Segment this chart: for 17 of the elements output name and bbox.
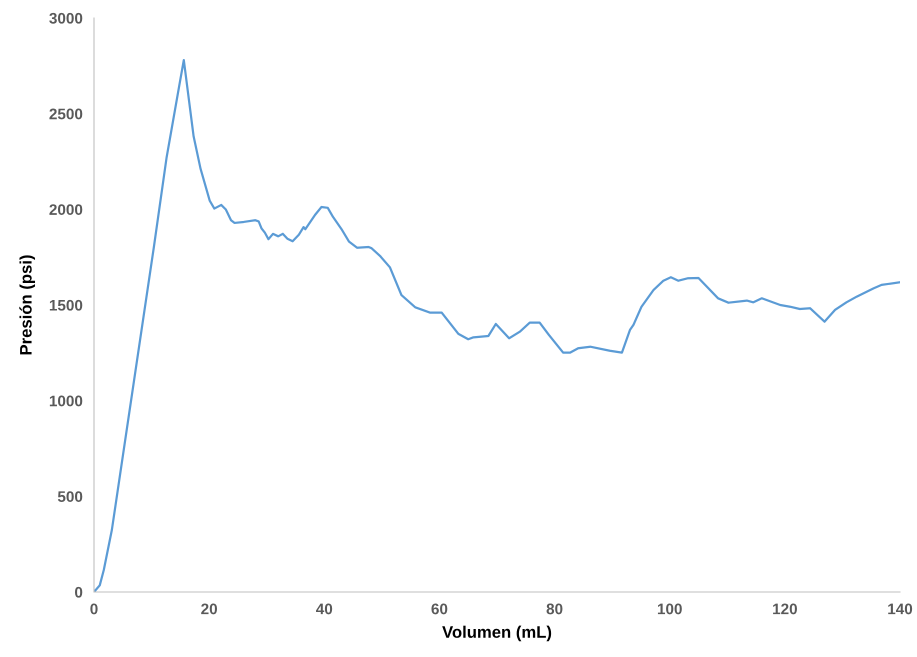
y-tick-label: 1500: [50, 300, 82, 311]
y-tick-label: 1000: [50, 396, 82, 406]
x-tick-label: 60: [431, 604, 448, 614]
x-tick-label: 20: [201, 604, 218, 614]
y-tick-label: 0: [74, 586, 82, 598]
x-tick-label: 80: [546, 604, 562, 614]
y-tick-label: 500: [58, 491, 82, 502]
x-tick-label: 0: [90, 604, 98, 614]
y-tick-label: 3000: [49, 12, 82, 24]
y-tick-label: 2000: [49, 204, 82, 216]
x-tick-label: 140: [888, 604, 912, 614]
x-tick-label: 120: [773, 604, 797, 614]
y-axis-title: Presión (psi): [19, 255, 36, 354]
x-tick-label: 100: [658, 604, 682, 614]
x-tick-label: 40: [316, 604, 332, 614]
y-tick-label: 2500: [49, 108, 82, 120]
x-axis-title: Volumen (mL): [442, 626, 552, 642]
